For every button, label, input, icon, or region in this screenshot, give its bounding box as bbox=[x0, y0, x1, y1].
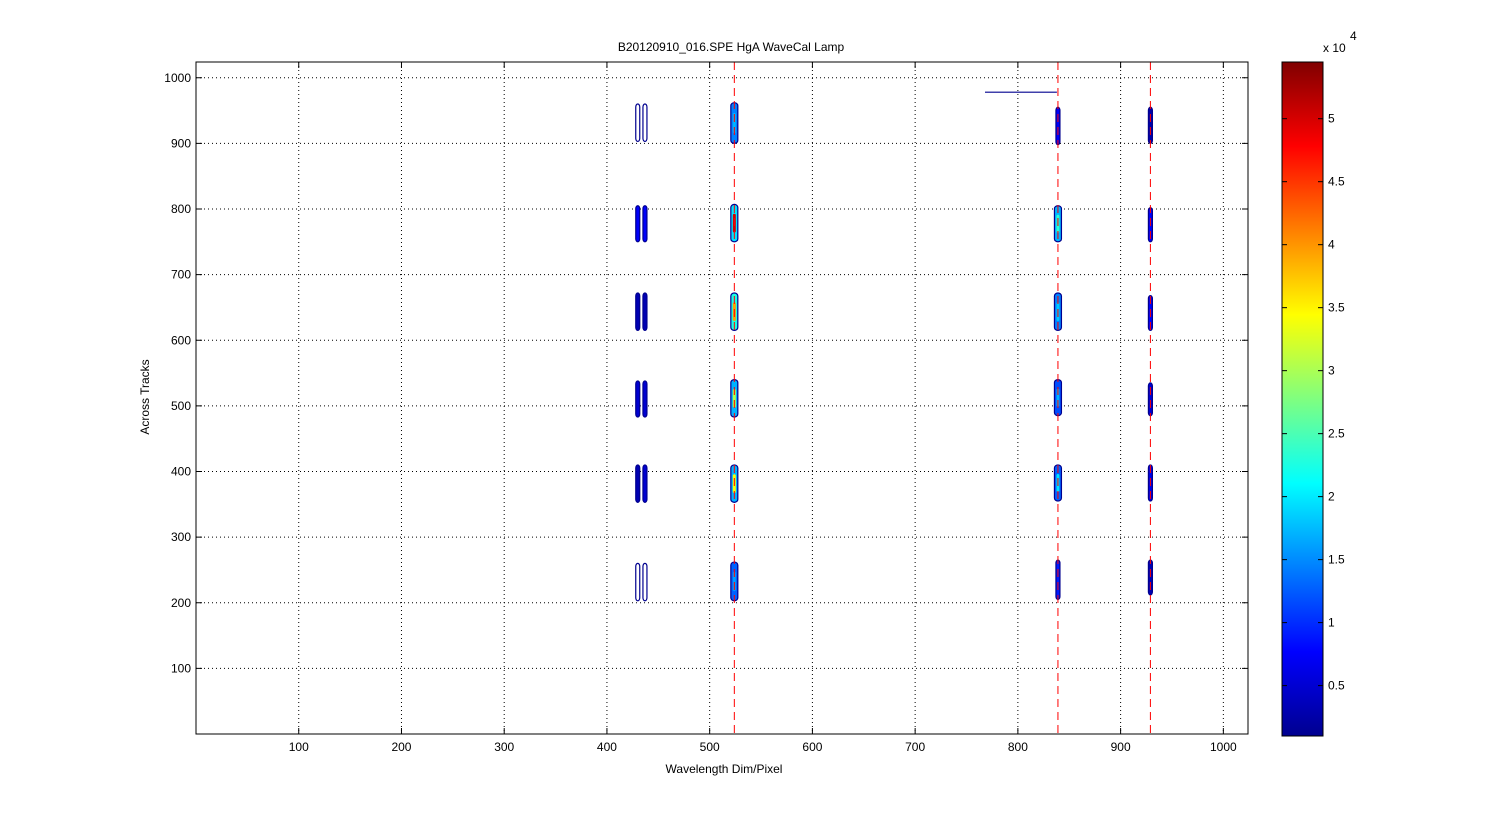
x-tick-label: 800 bbox=[1008, 740, 1028, 754]
colorbar-ticks: 0.5 1 1.5 2 2.5 3 3.5 4 4.5 5 bbox=[1282, 112, 1345, 693]
colorbar-tick-label: 2 bbox=[1328, 490, 1335, 504]
colorbar-tick-label: 4 bbox=[1328, 238, 1335, 252]
colorbar: 0.5 1 1.5 2 2.5 3 3.5 4 4.5 5 x 10 4 bbox=[1281, 29, 1357, 737]
y-tick-label: 1000 bbox=[164, 71, 191, 85]
colorbar-tick-label: 2.5 bbox=[1328, 427, 1345, 441]
reference-lines bbox=[733, 62, 1151, 734]
colorbar-tick-label: 0.5 bbox=[1328, 679, 1345, 693]
grid-lines bbox=[196, 62, 1248, 734]
contour-blob bbox=[635, 380, 641, 418]
contour-blob bbox=[635, 562, 641, 602]
x-tick-label: 300 bbox=[494, 740, 514, 754]
y-tick-label: 800 bbox=[171, 202, 191, 216]
contour-blob bbox=[635, 103, 641, 143]
contour-blob bbox=[642, 380, 648, 418]
y-tick-label: 700 bbox=[171, 268, 191, 282]
colorbar-tick-label: 1.5 bbox=[1328, 553, 1345, 567]
colorbar-exponent-label: x 10 bbox=[1323, 41, 1346, 55]
colorbar-tick-label: 3.5 bbox=[1328, 301, 1345, 315]
x-tick-label: 1000 bbox=[1210, 740, 1237, 754]
y-tick-label: 500 bbox=[171, 399, 191, 413]
contour-blob bbox=[642, 103, 648, 143]
y-axis-ticks: 100 200 300 400 500 600 700 800 900 1000 bbox=[164, 71, 1248, 675]
y-tick-label: 100 bbox=[171, 661, 191, 675]
y-tick-label: 200 bbox=[171, 596, 191, 610]
plot-frame bbox=[195, 61, 1249, 735]
x-tick-label: 100 bbox=[289, 740, 309, 754]
colorbar-tick-label: 4.5 bbox=[1328, 175, 1345, 189]
x-tick-label: 200 bbox=[391, 740, 411, 754]
x-tick-label: 700 bbox=[905, 740, 925, 754]
contour-blob bbox=[1147, 106, 1154, 144]
colorbar-gradient bbox=[1282, 62, 1323, 736]
colorbar-exponent: 4 bbox=[1350, 29, 1357, 43]
colorbar-frame bbox=[1281, 61, 1324, 737]
contour-blob bbox=[635, 292, 641, 332]
contour-blob bbox=[1055, 559, 1061, 601]
x-tick-label: 400 bbox=[597, 740, 617, 754]
x-axis-label: Wavelength Dim/Pixel bbox=[666, 762, 783, 776]
y-axis-label: Across Tracks bbox=[138, 359, 152, 434]
x-tick-label: 600 bbox=[802, 740, 822, 754]
chart-title: B20120910_016.SPE HgA WaveCal Lamp bbox=[618, 40, 845, 54]
y-tick-label: 400 bbox=[171, 465, 191, 479]
contour-blob bbox=[642, 292, 648, 332]
contour-blob bbox=[642, 464, 648, 503]
y-tick-label: 900 bbox=[171, 136, 191, 150]
colorbar-tick-label: 5 bbox=[1328, 112, 1335, 126]
contour-peak bbox=[732, 112, 736, 134]
contour-blob bbox=[642, 205, 648, 243]
contour-blob bbox=[635, 205, 641, 243]
x-tick-label: 500 bbox=[700, 740, 720, 754]
contour-peak bbox=[732, 571, 736, 592]
colorbar-tick-label: 1 bbox=[1328, 616, 1335, 630]
contour-peak bbox=[732, 388, 736, 408]
x-axis-ticks: 100 200 300 400 500 600 700 800 900 1000 bbox=[289, 62, 1237, 754]
colorbar-tick-label: 3 bbox=[1328, 364, 1335, 378]
contour-peak bbox=[1056, 388, 1060, 407]
y-tick-label: 600 bbox=[171, 333, 191, 347]
x-tick-label: 900 bbox=[1111, 740, 1131, 754]
y-tick-label: 300 bbox=[171, 530, 191, 544]
contour-blob bbox=[635, 464, 641, 503]
plot-background bbox=[196, 62, 1248, 734]
contour-blob bbox=[1055, 106, 1061, 146]
plot-area: 100 200 300 400 500 600 700 800 900 1000 100 200 30… bbox=[164, 61, 1249, 754]
contour-blob bbox=[642, 562, 648, 602]
